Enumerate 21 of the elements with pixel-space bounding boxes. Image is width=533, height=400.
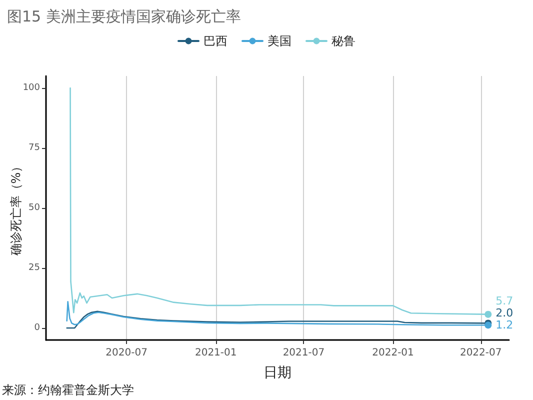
point	[484, 310, 492, 318]
legend-label: 美国	[268, 34, 292, 48]
data-label: 2.0	[496, 306, 514, 320]
x-tick-label: 2020-07	[106, 348, 148, 358]
source-note: 来源：约翰霍普金斯大学	[2, 383, 134, 397]
x-tick-label: 2022-07	[460, 348, 502, 358]
legend-label: 巴西	[204, 34, 228, 48]
y-tick-label: 25	[28, 263, 40, 273]
y-tick-label: 75	[28, 143, 40, 153]
chart-title: 图15 美洲主要疫情国家确诊死亡率	[7, 8, 241, 26]
x-tick-label: 2022-01	[372, 348, 414, 358]
y-axis-title: 确诊死亡率（%）	[9, 160, 23, 257]
y-tick-label: 0	[34, 323, 40, 333]
x-tick-label: 2021-01	[194, 348, 237, 358]
data-label: 5.7	[496, 294, 514, 308]
legend-label: 秘鲁	[332, 34, 356, 48]
y-tick-label: 50	[28, 203, 40, 213]
y-tick-label: 100	[22, 83, 40, 93]
x-tick-label: 2021-07	[282, 348, 325, 358]
x-axis-title: 日期	[264, 365, 292, 381]
data-label: 1.2	[496, 318, 514, 332]
